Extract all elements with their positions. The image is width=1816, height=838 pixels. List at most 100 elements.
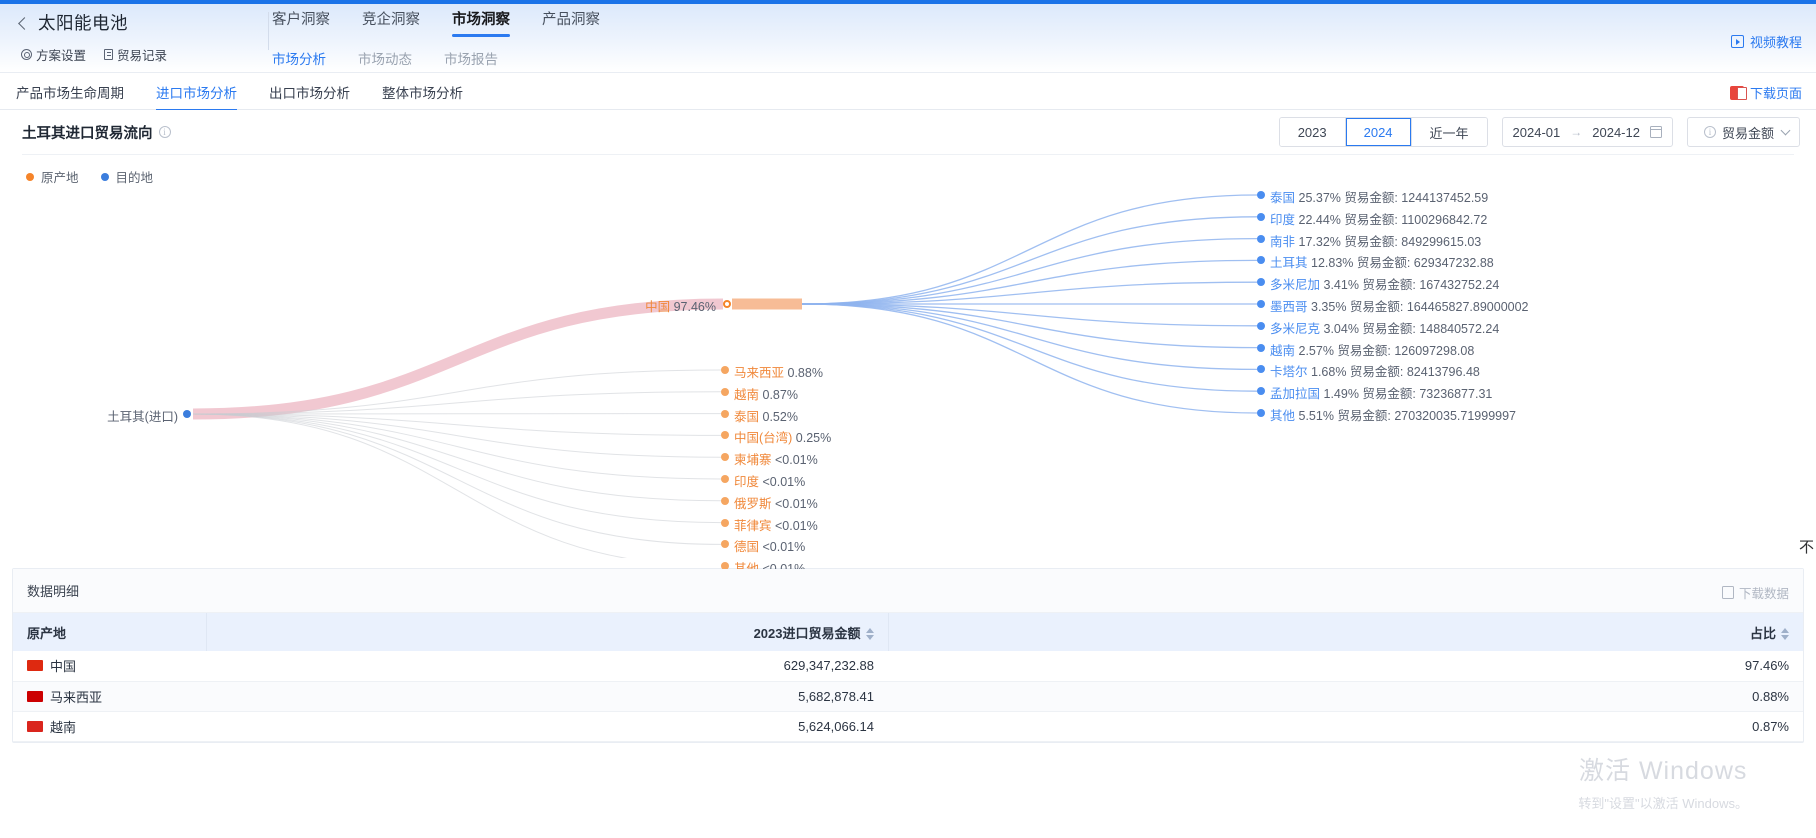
plan-settings-link[interactable]: 方案设置 bbox=[21, 45, 86, 64]
legend-item-origin[interactable]: 原产地 bbox=[26, 167, 79, 186]
sectab-export-market-analysis[interactable]: 出口市场分析 bbox=[269, 86, 350, 101]
sankey-node-dot[interactable] bbox=[721, 431, 729, 440]
sankey-node-dot[interactable] bbox=[721, 366, 729, 374]
origin-name: 越南 bbox=[50, 719, 77, 735]
col-share[interactable]: 占比 bbox=[888, 613, 1803, 651]
sankey-node-dot[interactable] bbox=[1257, 365, 1265, 374]
date-start-value[interactable]: 2024-01 bbox=[1512, 124, 1561, 140]
sankey-node-label[interactable]: 马来西亚 0.88% bbox=[734, 366, 823, 380]
sankey-link bbox=[801, 303, 1258, 414]
sankey-link bbox=[801, 259, 1258, 305]
table-row[interactable]: 中国 629,347,232.88 97.46% bbox=[13, 651, 1803, 682]
sankey-node-label[interactable]: 土耳其 12.83% 贸易金额: 629347232.88 bbox=[1270, 256, 1494, 271]
tab-product-insight[interactable]: 产品洞察 bbox=[542, 12, 600, 28]
sectab-product-lifecycle[interactable]: 产品市场生命周期 bbox=[16, 86, 124, 101]
sankey-node-label[interactable]: 中国 97.46% bbox=[645, 300, 716, 314]
legend-item-destination[interactable]: 目的地 bbox=[100, 167, 153, 186]
year-2024-button[interactable]: 2024 bbox=[1345, 118, 1412, 146]
recent-year-button[interactable]: 近一年 bbox=[1411, 118, 1487, 146]
subtab-market-trends[interactable]: 市场动态 bbox=[358, 52, 412, 67]
sankey-node-label[interactable]: 印度 22.44% 贸易金额: 1100296842.72 bbox=[1270, 212, 1488, 227]
chevron-left-icon[interactable] bbox=[18, 16, 31, 30]
table-header: 原产地 2023进口贸易金额 占比 bbox=[13, 613, 1803, 651]
sankey-node-label[interactable]: 泰国 0.52% bbox=[734, 409, 798, 424]
cell-amount: 5,624,066.14 bbox=[206, 711, 888, 742]
metric-label: 贸易金额 bbox=[1721, 125, 1774, 141]
sankey-node-label[interactable]: 柬埔寨 <0.01% bbox=[734, 453, 818, 468]
sankey-node-dot[interactable] bbox=[721, 540, 729, 549]
sankey-node-label[interactable]: 印度 <0.01% bbox=[734, 475, 806, 489]
page-header: 太阳能电池 方案设置 贸易记录 客户洞察 竞企洞察 市场洞察 产品洞察 市场分析 bbox=[0, 4, 1816, 76]
col-amount[interactable]: 2023进口贸易金额 bbox=[206, 613, 889, 651]
sankey-node-dot[interactable] bbox=[1257, 234, 1265, 243]
sort-icon[interactable] bbox=[1781, 628, 1789, 641]
sankey-node-dot[interactable] bbox=[721, 475, 729, 483]
sankey-node-dot[interactable] bbox=[1257, 212, 1265, 221]
sankey-node-dot[interactable] bbox=[1257, 387, 1265, 396]
sankey-node-label[interactable]: 墨西哥 3.35% 贸易金额: 164465827.89000002 bbox=[1270, 300, 1529, 314]
metric-select[interactable]: i 贸易金额 bbox=[1686, 117, 1800, 147]
origin-name: 中国 bbox=[50, 659, 77, 675]
sankey-node-label[interactable]: 菲律宾 <0.01% bbox=[734, 518, 818, 533]
sankey-node-label[interactable]: 多米尼克 3.04% 贸易金额: 148840572.24 bbox=[1270, 321, 1500, 336]
card-divider bbox=[22, 154, 1794, 155]
sankey-node-dot[interactable] bbox=[1257, 409, 1265, 417]
sectab-overall-market-analysis[interactable]: 整体市场分析 bbox=[382, 86, 463, 101]
sankey-node-dot[interactable] bbox=[1257, 256, 1265, 265]
chart-filters: 2023 2024 近一年 2024-01 → 2024-12 i 贸易金额 bbox=[1278, 117, 1800, 147]
date-range-picker[interactable]: 2024-01 → 2024-12 bbox=[1501, 117, 1673, 147]
year-2023-button[interactable]: 2023 bbox=[1279, 118, 1346, 146]
sankey-link bbox=[192, 413, 722, 545]
sankey-node-dot[interactable] bbox=[183, 410, 191, 418]
windows-watermark: 激活 Windows 转到"设置"以激活 Windows。 bbox=[1578, 751, 1748, 812]
legend-dot-destination bbox=[100, 172, 109, 181]
video-tutorial-link[interactable]: 视频教程 bbox=[1730, 32, 1802, 51]
sankey-node-dot[interactable] bbox=[1257, 321, 1265, 330]
sankey-node-label[interactable]: 孟加拉国 1.49% 贸易金额: 73236877.31 bbox=[1270, 387, 1493, 402]
sankey-node-dot[interactable] bbox=[1257, 191, 1265, 199]
tab-customer-insight[interactable]: 客户洞察 bbox=[272, 12, 330, 28]
info-icon: i bbox=[1703, 126, 1716, 138]
sankey-node-dot[interactable] bbox=[721, 518, 729, 527]
sankey-node-dot[interactable] bbox=[721, 387, 729, 396]
tab-competitor-insight[interactable]: 竞企洞察 bbox=[362, 12, 420, 28]
video-tutorial-label: 视频教程 bbox=[1749, 35, 1802, 50]
sort-icon[interactable] bbox=[865, 628, 874, 641]
sankey-node-label[interactable]: 多米尼加 3.41% 贸易金额: 167432752.24 bbox=[1270, 278, 1500, 293]
info-icon[interactable]: i bbox=[158, 126, 171, 138]
trade-records-link[interactable]: 贸易记录 bbox=[104, 45, 167, 64]
sankey-node-label[interactable]: 德国 <0.01% bbox=[734, 540, 806, 555]
sankey-node-label[interactable]: 越南 2.57% 贸易金额: 126097298.08 bbox=[1270, 343, 1475, 358]
sankey-node-dot[interactable] bbox=[1257, 278, 1265, 287]
subtab-market-reports[interactable]: 市场报告 bbox=[444, 52, 498, 67]
breadcrumb[interactable]: 太阳能电池 bbox=[18, 10, 167, 35]
col-amount-label: 2023进口贸易金额 bbox=[753, 625, 861, 641]
sankey-node-label[interactable]: 其他 5.51% 贸易金额: 270320035.71999997 bbox=[1270, 409, 1517, 423]
sankey-node-label[interactable]: 越南 0.87% bbox=[734, 387, 798, 402]
sankey-link bbox=[192, 413, 722, 436]
sectab-import-market-analysis[interactable]: 进口市场分析 bbox=[156, 73, 237, 111]
trade-records-label: 贸易记录 bbox=[117, 49, 168, 63]
download-page-button[interactable]: 下载页面 bbox=[1729, 83, 1802, 102]
sankey-link bbox=[801, 194, 1258, 305]
table-row[interactable]: 马来西亚 5,682,878.41 0.88% bbox=[13, 681, 1803, 712]
date-end-value[interactable]: 2024-12 bbox=[1592, 124, 1640, 140]
sankey-node-dot[interactable] bbox=[721, 409, 729, 418]
sankey-node-dot[interactable] bbox=[721, 453, 729, 462]
sankey-node-label[interactable]: 泰国 25.37% 贸易金额: 1244137452.59 bbox=[1270, 191, 1489, 205]
sankey-node-label[interactable]: 卡塔尔 1.68% 贸易金额: 82413796.48 bbox=[1270, 365, 1480, 380]
sankey-node-dot[interactable] bbox=[723, 300, 731, 308]
sankey-node-dot[interactable] bbox=[1257, 343, 1265, 352]
tab-market-insight[interactable]: 市场洞察 bbox=[452, 8, 510, 37]
sankey-node-dot[interactable] bbox=[721, 562, 729, 571]
col-origin[interactable]: 原产地 bbox=[13, 613, 207, 651]
sankey-node-label[interactable]: 土耳其(进口) bbox=[107, 410, 178, 424]
table-row[interactable]: 越南 5,624,066.14 0.87% bbox=[13, 711, 1803, 742]
sankey-node-label[interactable]: 南非 17.32% 贸易金额: 849299615.03 bbox=[1270, 234, 1482, 249]
sankey-node-dot[interactable] bbox=[1257, 300, 1265, 308]
sankey-link bbox=[192, 413, 722, 502]
sankey-node-label[interactable]: 俄罗斯 <0.01% bbox=[734, 496, 818, 511]
sankey-node-label[interactable]: 中国(台湾) 0.25% bbox=[734, 431, 832, 446]
sankey-node-dot[interactable] bbox=[721, 496, 729, 505]
download-data-button[interactable]: 下载数据 bbox=[1721, 583, 1789, 602]
